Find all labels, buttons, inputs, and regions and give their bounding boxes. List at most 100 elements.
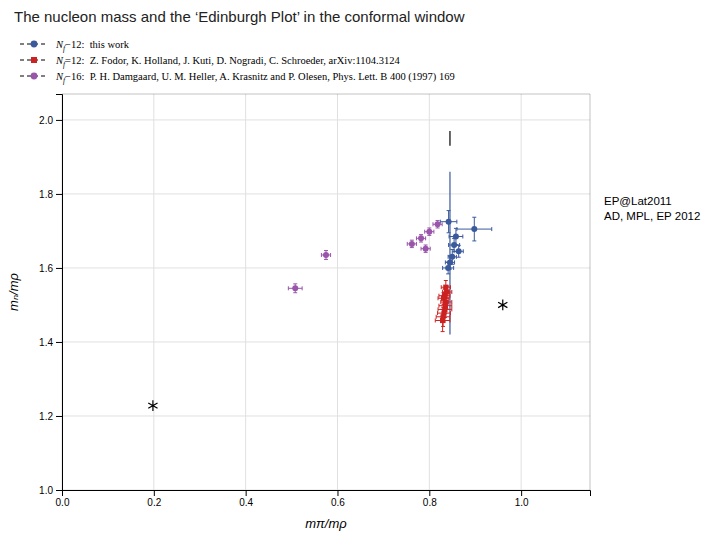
grid-line-y bbox=[62, 415, 590, 416]
legend-item: Nf=12: Z. Fodor, K. Holland, J. Kuti, D.… bbox=[20, 55, 400, 69]
point bbox=[409, 241, 415, 247]
x-axis-tick: 0.8 bbox=[423, 490, 437, 508]
x-axis-tick: 0.4 bbox=[239, 490, 253, 508]
y-axis-label: mₙ/mρ bbox=[6, 272, 21, 310]
series bbox=[288, 221, 442, 293]
legend-swatch bbox=[31, 41, 38, 48]
y-axis-tick: 1.0 bbox=[39, 485, 62, 496]
legend-label: Nf−16: P. H. Damgaard, U. M. Heller, A. … bbox=[55, 71, 455, 85]
error-bar-y bbox=[436, 221, 440, 228]
y-axis-tick-mark bbox=[56, 194, 62, 195]
x-axis: 0.0 0.2 0.4 0.6 0.8 1.0 bbox=[56, 490, 591, 508]
x-axis-tick-label: 0.0 bbox=[56, 497, 70, 508]
y-axis-tick-label: 1.0 bbox=[39, 485, 53, 496]
legend-swatch bbox=[31, 73, 38, 80]
x-axis-tick-mark bbox=[521, 490, 522, 496]
vertical-line bbox=[449, 172, 450, 335]
vertical-line bbox=[449, 131, 450, 146]
point bbox=[423, 246, 429, 252]
chart: 0.0 0.2 0.4 0.6 0.8 1.0 1.0 1.2 1.4 1.6 1.8 2.0 The … bbox=[0, 0, 720, 540]
grid-line-y bbox=[62, 193, 590, 194]
error-bar-y bbox=[441, 309, 445, 331]
error-bar-x bbox=[440, 220, 457, 224]
point bbox=[445, 265, 451, 271]
x-axis-tick-label: 1.0 bbox=[515, 497, 529, 508]
series bbox=[435, 281, 452, 332]
error-bar-x bbox=[454, 249, 463, 253]
y-axis-tick-label: 2.0 bbox=[39, 115, 53, 126]
error-bar-y bbox=[472, 217, 476, 241]
point bbox=[440, 318, 445, 323]
point bbox=[426, 229, 432, 235]
x-axis-tick: 1.0 bbox=[515, 490, 529, 508]
point bbox=[292, 285, 298, 291]
point bbox=[446, 219, 452, 225]
y-axis-tick-mark bbox=[56, 120, 62, 121]
grid-line-x bbox=[521, 94, 522, 490]
y-axis-tick-label: 1.6 bbox=[39, 263, 53, 274]
error-bar-x bbox=[407, 242, 416, 246]
plot-area bbox=[148, 131, 507, 411]
error-bar-y bbox=[410, 240, 414, 247]
error-bar-x bbox=[435, 318, 450, 322]
point bbox=[323, 252, 329, 258]
error-bar-x bbox=[433, 222, 442, 226]
point bbox=[418, 235, 424, 241]
error-bar-y bbox=[419, 235, 423, 242]
legend-label: Nf=12: Z. Fodor, K. Holland, J. Kuti, D.… bbox=[55, 55, 400, 69]
legend: Nf−12: this work Nf=12: Z. Fodor, K. Holl… bbox=[20, 39, 455, 85]
x-axis-tick-mark bbox=[337, 490, 338, 496]
grid-line-x bbox=[153, 94, 154, 490]
x-axis-tick-mark bbox=[154, 490, 155, 496]
frame-top bbox=[62, 94, 590, 95]
title: The nucleon mass and the ‘Edinburgh Plot… bbox=[14, 8, 465, 25]
x-axis-tick-label: 0.4 bbox=[239, 497, 253, 508]
y-axis: 1.0 1.2 1.4 1.6 1.8 2.0 bbox=[39, 95, 62, 496]
error-bar-y bbox=[427, 228, 431, 235]
y-axis-tick-mark bbox=[56, 490, 62, 491]
x-axis-tick-mark bbox=[246, 490, 247, 496]
y-axis-tick: 2.0 bbox=[39, 115, 62, 126]
annotation: EP@Lat2011AD, MPL, EP 2012 bbox=[604, 195, 700, 222]
error-bar-x bbox=[321, 253, 330, 257]
y-axis-tick: 1.8 bbox=[39, 189, 62, 200]
error-bar-x bbox=[425, 230, 434, 234]
star bbox=[148, 400, 157, 411]
error-bar-y bbox=[457, 245, 461, 257]
y-axis-tick: 1.6 bbox=[39, 263, 62, 274]
legend-swatch bbox=[31, 57, 37, 63]
grid-line-y bbox=[62, 341, 590, 342]
grid-line-y bbox=[62, 119, 590, 120]
error-bar-x bbox=[421, 247, 430, 251]
x-axis-tick-label: 0.2 bbox=[147, 497, 161, 508]
y-axis-tick: 1.4 bbox=[39, 337, 62, 348]
error-bar-y bbox=[293, 284, 297, 293]
point bbox=[451, 242, 457, 248]
grid bbox=[62, 94, 590, 490]
y-axis-domain bbox=[56, 95, 63, 491]
error-bar-x bbox=[416, 236, 425, 240]
x-axis-tick: 0.2 bbox=[147, 490, 161, 508]
y-axis-tick-mark bbox=[56, 342, 62, 343]
frame-right bbox=[590, 94, 591, 490]
x-axis-tick-mark bbox=[429, 490, 430, 496]
grid-line-x bbox=[429, 94, 430, 490]
legend-label: Nf−12: this work bbox=[55, 39, 130, 53]
error-bar-x bbox=[443, 266, 454, 270]
point bbox=[471, 226, 477, 232]
x-axis-tick: 0.6 bbox=[331, 490, 345, 508]
error-bar-y bbox=[447, 211, 451, 233]
y-axis-tick-mark bbox=[56, 416, 62, 417]
x-axis-domain bbox=[63, 491, 591, 497]
x-axis-tick: 0.0 bbox=[56, 490, 70, 508]
error-bar-y bbox=[324, 251, 328, 260]
legend-item: Nf−12: this work bbox=[20, 39, 130, 53]
grid-line-x bbox=[337, 94, 338, 490]
point bbox=[435, 221, 441, 227]
error-bar-y bbox=[424, 245, 428, 252]
y-axis-tick-label: 1.2 bbox=[39, 411, 53, 422]
y-axis-tick: 1.2 bbox=[39, 411, 62, 422]
grid-line-x bbox=[245, 94, 246, 490]
series bbox=[440, 211, 491, 274]
error-bar-y bbox=[446, 262, 450, 274]
